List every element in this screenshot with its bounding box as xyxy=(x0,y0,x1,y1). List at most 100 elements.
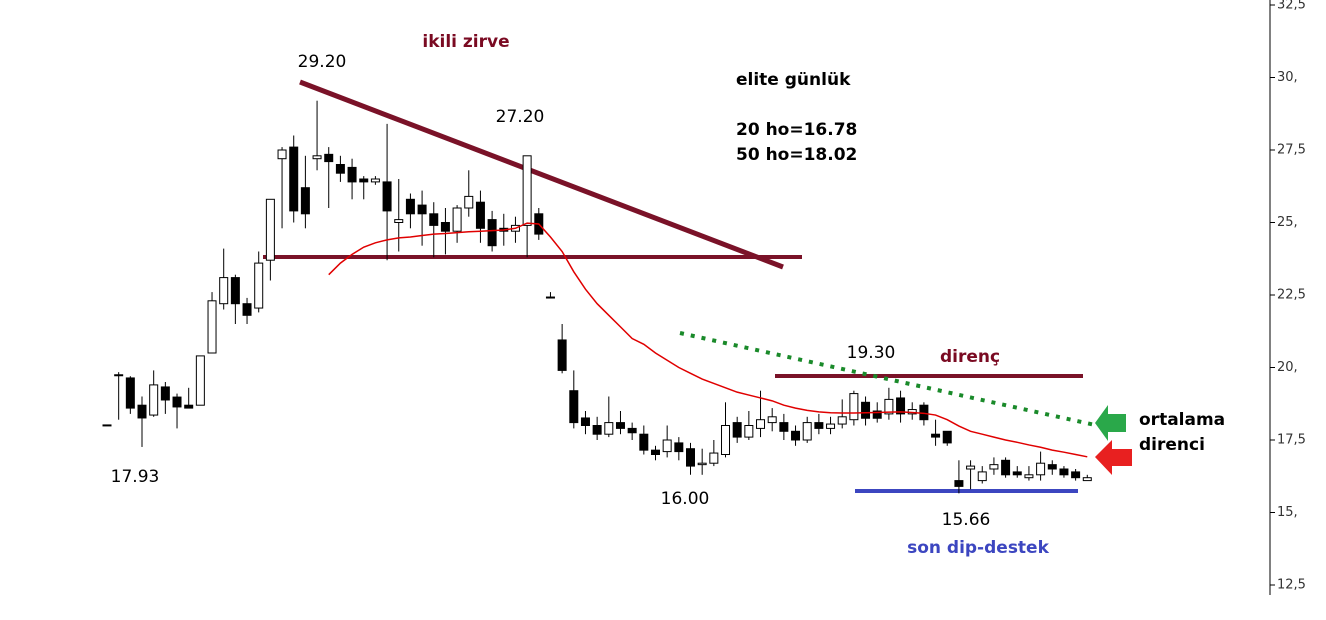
candle-body xyxy=(277,149,287,160)
candle-body xyxy=(931,433,941,438)
candle-body xyxy=(1047,464,1057,470)
candle-body xyxy=(662,439,672,453)
candle-body xyxy=(615,422,625,429)
candle-body xyxy=(989,464,999,470)
candle-body xyxy=(954,480,964,487)
annotation: son dip-destek xyxy=(907,538,1050,558)
annotation: 16.00 xyxy=(661,489,710,509)
annotation: elite günlük xyxy=(736,70,851,90)
candle-body xyxy=(756,419,766,429)
candle-body xyxy=(230,277,240,305)
candle-body xyxy=(102,424,112,427)
annotation: ikili zirve xyxy=(422,32,509,52)
annotation: 15.66 xyxy=(942,510,991,530)
y-tick-label: 32,5 xyxy=(1277,0,1306,13)
candle-body xyxy=(837,416,847,425)
y-tick-label: 12,5 xyxy=(1277,578,1306,593)
candle-body xyxy=(942,430,952,444)
candle-body xyxy=(966,465,976,470)
annotation: 50 ho=18.02 xyxy=(736,145,857,165)
candle-body xyxy=(896,397,906,415)
candle-body xyxy=(849,393,859,421)
candle-body xyxy=(300,187,310,215)
candle-body xyxy=(1012,471,1022,476)
candle-body xyxy=(1036,462,1046,476)
candle-body xyxy=(359,178,369,183)
y-tick-label: 20, xyxy=(1277,360,1298,375)
candle-body xyxy=(791,430,801,441)
candle-body xyxy=(417,204,427,215)
candle-body xyxy=(580,417,590,426)
annotation: direnç xyxy=(940,347,1000,367)
candle-body xyxy=(184,404,194,409)
trend-line xyxy=(299,79,784,270)
candle-body xyxy=(335,164,345,174)
dotted-trend xyxy=(679,331,1096,427)
candle-body xyxy=(347,166,357,183)
candle-body xyxy=(779,422,789,432)
candle-body xyxy=(195,355,205,406)
candle-body xyxy=(569,390,579,424)
candle-body xyxy=(464,195,474,209)
candle-body xyxy=(219,277,229,305)
candle-body xyxy=(1071,471,1081,479)
candle-body xyxy=(149,384,159,416)
candle-body xyxy=(370,178,380,183)
candle-body xyxy=(1059,468,1069,476)
annotation: direnci xyxy=(1139,435,1205,455)
candle-body xyxy=(872,410,882,419)
candle-body xyxy=(627,427,637,434)
candle-body xyxy=(686,448,695,467)
annotation: 27.20 xyxy=(496,107,545,127)
candle-body xyxy=(709,452,719,464)
candle-body xyxy=(826,423,836,429)
candle-body xyxy=(977,471,987,482)
candle-body xyxy=(884,398,894,415)
candle-body xyxy=(732,422,742,438)
candle-body xyxy=(137,404,147,419)
y-tick-label: 25, xyxy=(1277,215,1298,230)
candle-body xyxy=(207,300,217,354)
candle-body xyxy=(487,219,497,247)
candle-body xyxy=(405,198,415,215)
candle-body xyxy=(650,449,660,455)
candle-body xyxy=(429,213,439,226)
candle-body xyxy=(254,262,264,309)
candle-body xyxy=(697,462,707,466)
candle-body xyxy=(324,153,334,163)
red-arrow xyxy=(1095,440,1132,475)
annotation: 17.93 xyxy=(111,467,160,487)
candle-body xyxy=(114,374,124,377)
green-arrow xyxy=(1095,405,1126,441)
candle-body xyxy=(814,422,824,429)
candle-body xyxy=(1024,474,1034,479)
candle-body xyxy=(160,386,170,401)
candle-body xyxy=(744,425,754,438)
y-tick-label: 27,5 xyxy=(1277,143,1306,158)
candle-body xyxy=(394,219,404,224)
y-tick-label: 22,5 xyxy=(1277,288,1306,303)
candle-body xyxy=(452,207,462,232)
candle-body xyxy=(125,377,135,409)
candle-body xyxy=(721,425,731,455)
moving-average xyxy=(328,222,1088,458)
candle-body xyxy=(557,339,567,371)
candle-body xyxy=(382,181,392,212)
candle-body xyxy=(545,296,555,299)
candle-body xyxy=(172,396,182,408)
candle-body xyxy=(674,442,684,453)
annotation: 20 ho=16.78 xyxy=(736,120,857,140)
candle-body xyxy=(592,425,602,435)
annotation: ortalama xyxy=(1139,410,1225,430)
candle-body xyxy=(802,422,812,441)
candle-body xyxy=(639,433,649,451)
candle-body xyxy=(242,303,252,316)
candle-body xyxy=(767,416,777,424)
candle-body xyxy=(604,422,614,435)
candle-body xyxy=(861,401,871,419)
annotation: 19.30 xyxy=(847,343,896,363)
candle-body xyxy=(1082,477,1092,482)
candle-body xyxy=(289,146,299,212)
candle-body xyxy=(475,201,485,229)
